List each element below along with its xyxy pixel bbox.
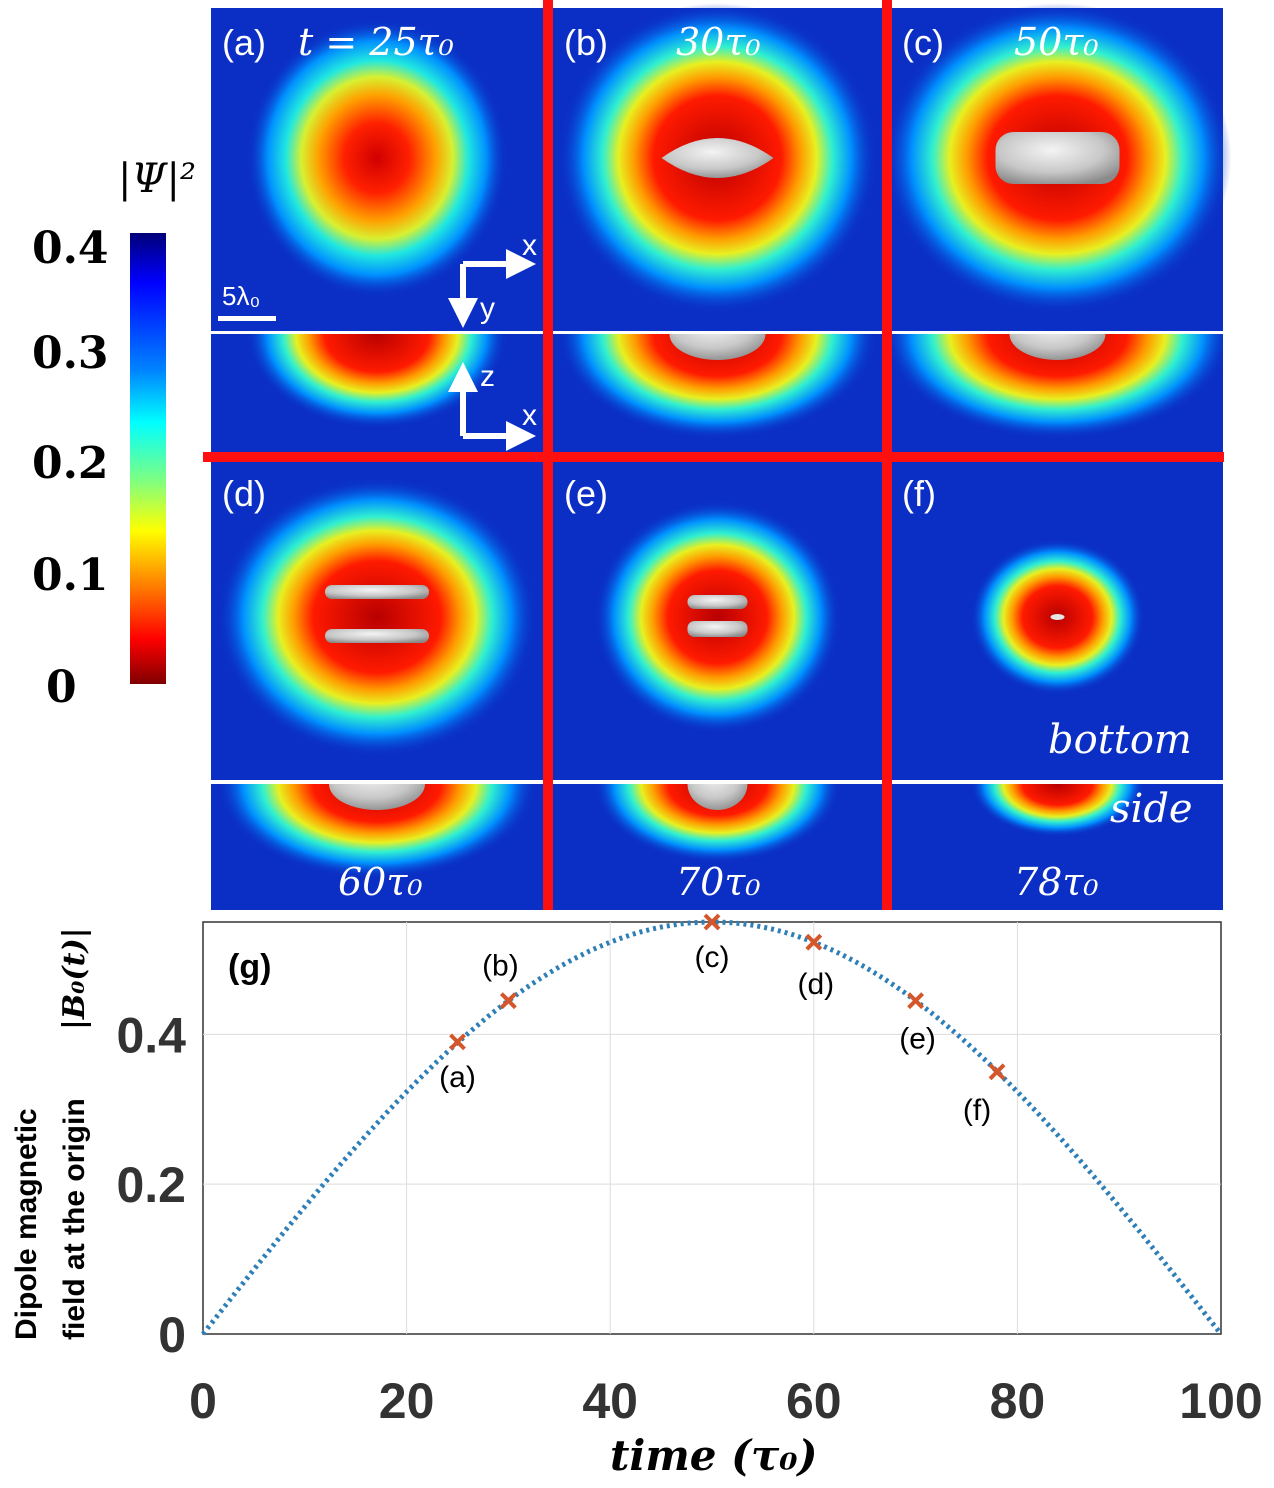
x-tick-label: 0 <box>189 1373 217 1429</box>
panel-time-f: 78τ₀ <box>1014 860 1099 904</box>
marker-label: (d) <box>797 968 834 1001</box>
marker <box>805 933 823 951</box>
panel-time-b: 30τ₀ <box>676 20 761 64</box>
panel-label-b: (b) <box>564 22 608 63</box>
panel-label-e: (e) <box>564 473 608 514</box>
field-panels <box>211 3 1232 910</box>
x-tick-labels: 0 20 40 60 80 100 <box>189 1373 1263 1429</box>
panel-label-f: (f) <box>902 473 936 514</box>
markers: (a) (b) (c) (d) (e) (f) <box>439 913 1006 1127</box>
side-view <box>892 334 1223 452</box>
panel-label-c: (c) <box>902 22 944 63</box>
panel-b <box>553 3 882 452</box>
panel-labels: (a) t = 25τ₀ (b) 30τ₀ (c) 50τ₀ (d) (e) (… <box>222 20 1099 904</box>
plot-area <box>202 921 1222 1335</box>
panel-time-d: 60τ₀ <box>338 860 423 904</box>
panel-time-a: t = 25τ₀ <box>298 20 454 64</box>
view-side-label: side <box>1110 786 1193 832</box>
marker <box>449 1033 466 1051</box>
isosurface <box>687 595 748 637</box>
panel-separators <box>203 0 1224 910</box>
marker-label: (c) <box>695 941 730 974</box>
scale-bar <box>218 316 276 321</box>
scale-bar-label: 5λ₀ <box>222 281 260 311</box>
view-divider <box>211 780 543 783</box>
marker-label: (b) <box>482 950 519 983</box>
isosurface <box>1050 614 1065 620</box>
marker-label: (e) <box>899 1023 936 1056</box>
intensity-spot <box>594 500 841 734</box>
panel-time-e: 70τ₀ <box>676 860 761 904</box>
marker <box>988 1063 1006 1081</box>
panel-time-c: 50τ₀ <box>1014 20 1099 64</box>
x-tick-label: 20 <box>379 1373 435 1429</box>
marker <box>703 913 721 931</box>
panel-f <box>892 462 1223 910</box>
x-axis-label: time (τ₀) <box>610 1431 818 1480</box>
view-divider <box>211 331 543 334</box>
side-view <box>553 334 882 452</box>
colorbar-tick: 0 <box>46 662 77 713</box>
separator-horizontal <box>203 452 1224 462</box>
x-tick-label: 60 <box>786 1373 842 1429</box>
colorbar-tick: 0.4 <box>32 223 109 274</box>
y-axis-label-line2: field at the origin <box>58 1098 91 1340</box>
side-view <box>892 784 1223 910</box>
panel-annotations: 5λ₀ x y z x bottom side <box>218 229 1193 832</box>
marker-label: (a) <box>439 1061 476 1094</box>
axis-x-label-top: x <box>522 229 537 262</box>
view-divider <box>892 780 1223 783</box>
y-axis-label-line1: Dipole magnetic <box>10 1108 43 1340</box>
panel-label-d: (d) <box>222 473 266 514</box>
panel-d <box>211 462 543 910</box>
colorbar-tick: 0.1 <box>32 550 109 601</box>
view-divider <box>892 331 1223 334</box>
colorbar: |Ψ|² 0.4 0.3 0.2 0.1 0 <box>32 156 196 713</box>
panel-e <box>553 462 882 910</box>
axis-y-label: y <box>480 292 495 325</box>
axis-x-label-side: x <box>522 399 537 432</box>
y-tick-label: 0 <box>158 1307 186 1363</box>
y-axis-symbol: |B₀(t)| <box>57 927 92 1030</box>
colorbar-tick: 0.2 <box>32 438 109 489</box>
axis-z-label: z <box>480 360 495 393</box>
side-view <box>211 334 543 452</box>
grid <box>203 922 1221 1334</box>
marker-label: (f) <box>963 1094 991 1127</box>
side-view <box>553 784 882 910</box>
view-divider <box>553 780 882 783</box>
series-line <box>201 919 1223 1336</box>
x-tick-label: 40 <box>582 1373 638 1429</box>
side-view <box>211 784 543 910</box>
panel-c <box>883 3 1232 452</box>
intensity-spot <box>217 477 537 757</box>
colorbar-label: |Ψ|² <box>118 156 196 202</box>
panel-a <box>211 8 543 452</box>
chart-panel-label: (g) <box>228 948 271 986</box>
panel-label-a: (a) <box>222 22 266 63</box>
colorbar-tick: 0.3 <box>32 328 109 379</box>
isosurface <box>661 138 774 178</box>
y-tick-label: 0.2 <box>116 1157 186 1213</box>
y-tick-label: 0.4 <box>116 1007 186 1063</box>
marker <box>499 992 517 1010</box>
view-bottom-label: bottom <box>1048 717 1192 763</box>
marker <box>907 992 925 1010</box>
colorbar-gradient <box>130 233 166 684</box>
intensity-spot <box>246 18 508 298</box>
view-divider <box>553 331 882 334</box>
isosurface <box>995 132 1120 184</box>
isosurface <box>325 585 429 643</box>
x-tick-label: 100 <box>1179 1373 1262 1429</box>
chart-g: (a)(b) (c)(d)(e)(f) 0 20 40 60 80 100 00.20.4 … <box>10 913 1263 1480</box>
x-tick-label: 80 <box>990 1373 1046 1429</box>
y-tick-labels: 0 0.2 0.4 <box>116 1007 186 1363</box>
